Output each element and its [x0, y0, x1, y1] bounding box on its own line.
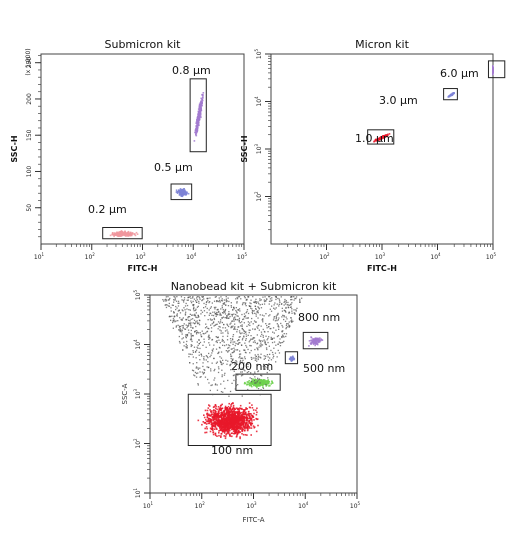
y-tick-label: 102 — [254, 191, 263, 202]
x-tick-label: 103 — [375, 252, 386, 261]
population-label: 100 nm — [211, 444, 253, 457]
gate-box — [487, 60, 506, 79]
population-dots — [175, 188, 190, 198]
x-axis-label: FITC-H — [367, 264, 397, 273]
y-tick-label: 104 — [133, 339, 142, 350]
population-dots — [373, 133, 391, 143]
y-tick-label: 105 — [254, 48, 263, 59]
y-axis-label: SSC-H — [10, 135, 19, 162]
population-dots — [447, 92, 455, 98]
y-tick-label: 103 — [133, 388, 142, 399]
population-label: 0.5 μm — [154, 161, 193, 174]
x-tick-label: 105 — [350, 501, 361, 510]
population-label: 200 nm — [231, 360, 273, 373]
population-label: 800 nm — [298, 311, 340, 324]
x-tick-label: 102 — [85, 252, 96, 261]
y-axis-label: SSC-H — [240, 135, 249, 162]
y-tick-label: 150 — [26, 129, 33, 141]
x-tick-label: 101 — [34, 252, 45, 261]
y-tick-label: 101 — [133, 487, 142, 498]
chart-title: Micron kit — [355, 38, 410, 51]
gate-box — [189, 78, 207, 153]
y-tick-label: 250 — [26, 57, 33, 69]
gate-box — [284, 351, 299, 365]
gate-box — [170, 183, 193, 201]
plot-frame — [40, 53, 245, 245]
y-tick-label: 104 — [254, 96, 263, 107]
x-tick-label: 103 — [135, 252, 146, 261]
x-tick-label: 104 — [186, 252, 197, 261]
y-axis-unit: (x 1,000) — [25, 48, 32, 75]
y-axis-label: SSC-A — [121, 383, 129, 404]
x-tick-label: 103 — [246, 501, 257, 510]
x-tick-label: 102 — [195, 501, 206, 510]
population-label: 500 nm — [303, 362, 345, 375]
gate-box — [235, 373, 281, 391]
gate-box — [443, 88, 458, 101]
chart-title: Submicron kit — [105, 38, 182, 51]
panel-1: Submicron kit FITC-H SSC-H (x 1,000) 101 102 1… — [10, 38, 248, 273]
y-tick-label: 200 — [26, 93, 33, 105]
population-label: 3.0 μm — [379, 94, 418, 107]
x-tick-label: 101 — [143, 501, 154, 510]
panel-3: Nanobead kit + Submicron kit FITC-A SSC-A 1… — [121, 280, 361, 524]
population-label: 1.0 μm — [355, 132, 394, 145]
population-label: 6.0 μm — [440, 67, 479, 80]
population-dots — [492, 65, 494, 76]
population-dots — [162, 296, 303, 397]
x-tick-label: 104 — [430, 252, 441, 261]
population-dots — [109, 230, 139, 238]
gate-box — [102, 226, 143, 240]
x-tick-label: 105 — [486, 252, 497, 261]
population-dots — [308, 336, 324, 347]
y-tick-label: 102 — [133, 438, 142, 449]
population-dots — [288, 355, 296, 362]
population-label: 0.8 μm — [172, 64, 211, 77]
panel-2: Micron kit FITC-H SSC-H 102 103 104 105 102 103 1… — [240, 38, 506, 273]
gate-box — [187, 393, 272, 446]
y-tick-label: 50 — [26, 204, 33, 212]
x-tick-label: 102 — [319, 252, 330, 261]
population-label: 0.2 μm — [88, 203, 127, 216]
gate-box — [302, 331, 329, 350]
chart-title: Nanobead kit + Submicron kit — [171, 280, 337, 293]
x-tick-label: 104 — [298, 501, 309, 510]
x-axis-label: FITC-H — [128, 264, 158, 273]
gate-box — [367, 129, 395, 145]
plot-frame — [270, 53, 494, 245]
x-axis-label: FITC-A — [242, 516, 264, 524]
x-tick-label: 105 — [237, 252, 248, 261]
y-tick-label: 103 — [254, 143, 263, 154]
y-tick-label: 100 — [26, 166, 33, 178]
y-tick-label: 105 — [133, 289, 142, 300]
population-dots — [197, 402, 259, 440]
population-dots — [193, 92, 205, 142]
